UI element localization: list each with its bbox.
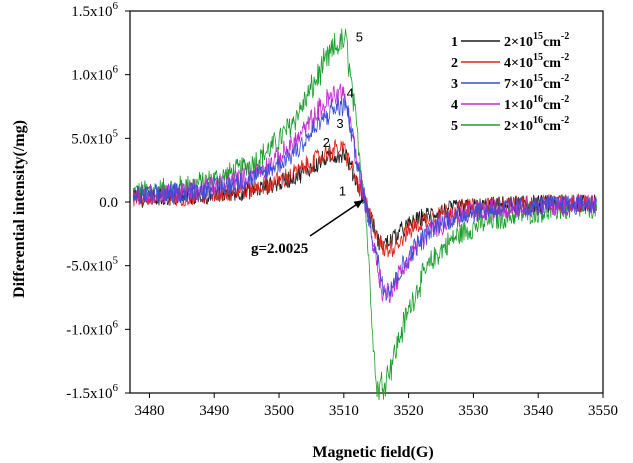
y-tick-mantissa: 1.5x10: [71, 4, 112, 20]
legend-exp: 15: [533, 31, 543, 42]
legend-name: 7×10: [504, 77, 533, 92]
y-tick-label: 1.0x106: [71, 64, 118, 84]
legend-number-2: 2: [451, 56, 458, 71]
legend-exp: 16: [533, 115, 543, 126]
y-tick-mantissa: -1.0x10: [66, 322, 112, 338]
legend-unit: cm: [543, 77, 561, 92]
y-tick-exponent: 6: [113, 64, 119, 76]
y-tick-mantissa: -1.5x10: [66, 386, 112, 402]
legend-name: 1×10: [504, 98, 533, 113]
y-tick-mantissa: 0.0: [99, 195, 118, 211]
x-tick-label: 3490: [199, 403, 229, 419]
curve-label-4: 4: [347, 86, 354, 101]
y-tick-exponent: 5: [113, 127, 119, 139]
legend-label-1: 2×1015cm-2: [504, 31, 569, 50]
legend-unit-exp: -2: [561, 52, 569, 63]
curve-labels: 1 234 5: [323, 30, 363, 199]
legend-label-4: 1×1016cm-2: [504, 94, 569, 113]
x-tick-label: 3550: [588, 403, 618, 419]
series-line-3: [132, 95, 597, 301]
x-tick-label: 3530: [458, 403, 488, 419]
legend-unit: cm: [543, 119, 561, 134]
x-tick-label: 3480: [134, 403, 164, 419]
legend-exp: 15: [533, 52, 543, 63]
legend-label-2: 4×1015cm-2: [504, 52, 569, 71]
legend-name: 2×10: [504, 35, 533, 50]
legend-number-3: 3: [451, 77, 458, 92]
series-lines: [132, 28, 597, 401]
legend-label-3: 7×1015cm-2: [504, 73, 569, 92]
y-axis-ticks: 1.5x1061.0x1065.0x1050.0-5.0x105-1.0x106…: [66, 0, 130, 402]
x-axis-ticks: 3480 3490 3500 3510 3520 3530 3540 3550: [134, 393, 618, 419]
x-tick-label: 3510: [329, 403, 359, 419]
legend-exp: 15: [533, 73, 543, 84]
x-tick-label: 3500: [264, 403, 294, 419]
y-axis-title: Differential intensity(/mg): [11, 120, 28, 298]
y-tick-mantissa: -5.0x10: [66, 259, 112, 275]
x-axis-title: Magnetic field(G): [312, 444, 433, 461]
legend-unit: cm: [543, 35, 561, 50]
y-tick-mantissa: 1.0x10: [71, 68, 112, 84]
y-tick-exponent: 6: [113, 382, 119, 394]
y-tick-exponent: 6: [113, 318, 119, 330]
y-tick-label: 0.0: [99, 195, 118, 211]
curve-label-1: 1: [339, 184, 346, 199]
x-tick-label: 3520: [394, 403, 424, 419]
y-tick-label: 5.0x105: [71, 127, 118, 147]
y-tick-label: -1.5x106: [66, 382, 118, 402]
legend-unit-exp: -2: [561, 115, 569, 126]
legend-unit-exp: -2: [561, 94, 569, 105]
y-tick-label: 1.5x106: [71, 0, 118, 20]
legend-name: 4×10: [504, 56, 533, 71]
curve-label-2: 2: [323, 135, 330, 150]
x-tick-label: 3540: [523, 403, 553, 419]
legend-name: 2×10: [504, 119, 533, 134]
legend-unit: cm: [543, 56, 561, 71]
annotation-text: g=2.0025: [251, 241, 308, 257]
curve-label-3: 3: [336, 116, 343, 131]
y-tick-label: -1.0x106: [66, 318, 118, 338]
legend-number-5: 5: [451, 119, 458, 134]
legend-number-1: 1: [451, 35, 458, 50]
y-tick-exponent: 6: [113, 0, 119, 12]
legend-number-4: 4: [451, 98, 458, 113]
legend-exp: 16: [533, 94, 543, 105]
annotation-arrowhead: [353, 200, 364, 209]
legend-unit-exp: -2: [561, 31, 569, 42]
legend: 1 2×1015cm-22 4×1015cm-23 7×1015cm-24 1×1016…: [451, 31, 569, 134]
y-tick-exponent: 5: [113, 255, 119, 267]
g-value-annotation: g=2.0025: [251, 199, 364, 257]
curve-label-5: 5: [356, 30, 363, 45]
annotation-arrow: [309, 199, 364, 237]
y-tick-mantissa: 5.0x10: [71, 131, 112, 147]
y-tick-label: -5.0x105: [66, 255, 118, 275]
legend-unit-exp: -2: [561, 73, 569, 84]
legend-label-5: 2×1016cm-2: [504, 115, 569, 134]
legend-unit: cm: [543, 98, 561, 113]
